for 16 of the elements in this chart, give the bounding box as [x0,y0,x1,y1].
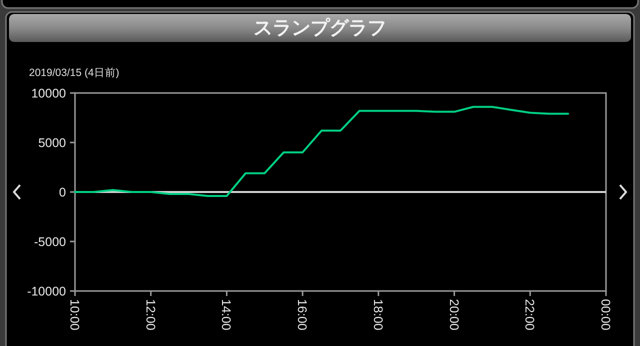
y-tick-label: -10000 [27,284,66,298]
x-tick-label: 00:00 [598,299,612,330]
x-tick-label: 20:00 [446,299,461,330]
y-tick-label: 10000 [31,86,66,100]
x-tick-label: 22:00 [522,299,537,330]
x-tick-label: 16:00 [295,299,310,330]
y-tick-label: 0 [59,186,66,200]
x-tick-label: 12:00 [143,299,158,330]
line-series [74,106,570,197]
y-tick-label: -5000 [34,235,66,249]
x-tick-label: 18:00 [370,299,385,330]
chart-title: スランプグラフ [254,17,386,39]
y-tick-label: 5000 [38,136,66,150]
chart-subtitle: 2019/03/15 (4日前) [29,67,120,79]
x-tick-label: 14:00 [219,299,234,330]
x-tick-label: 10:00 [68,299,82,330]
